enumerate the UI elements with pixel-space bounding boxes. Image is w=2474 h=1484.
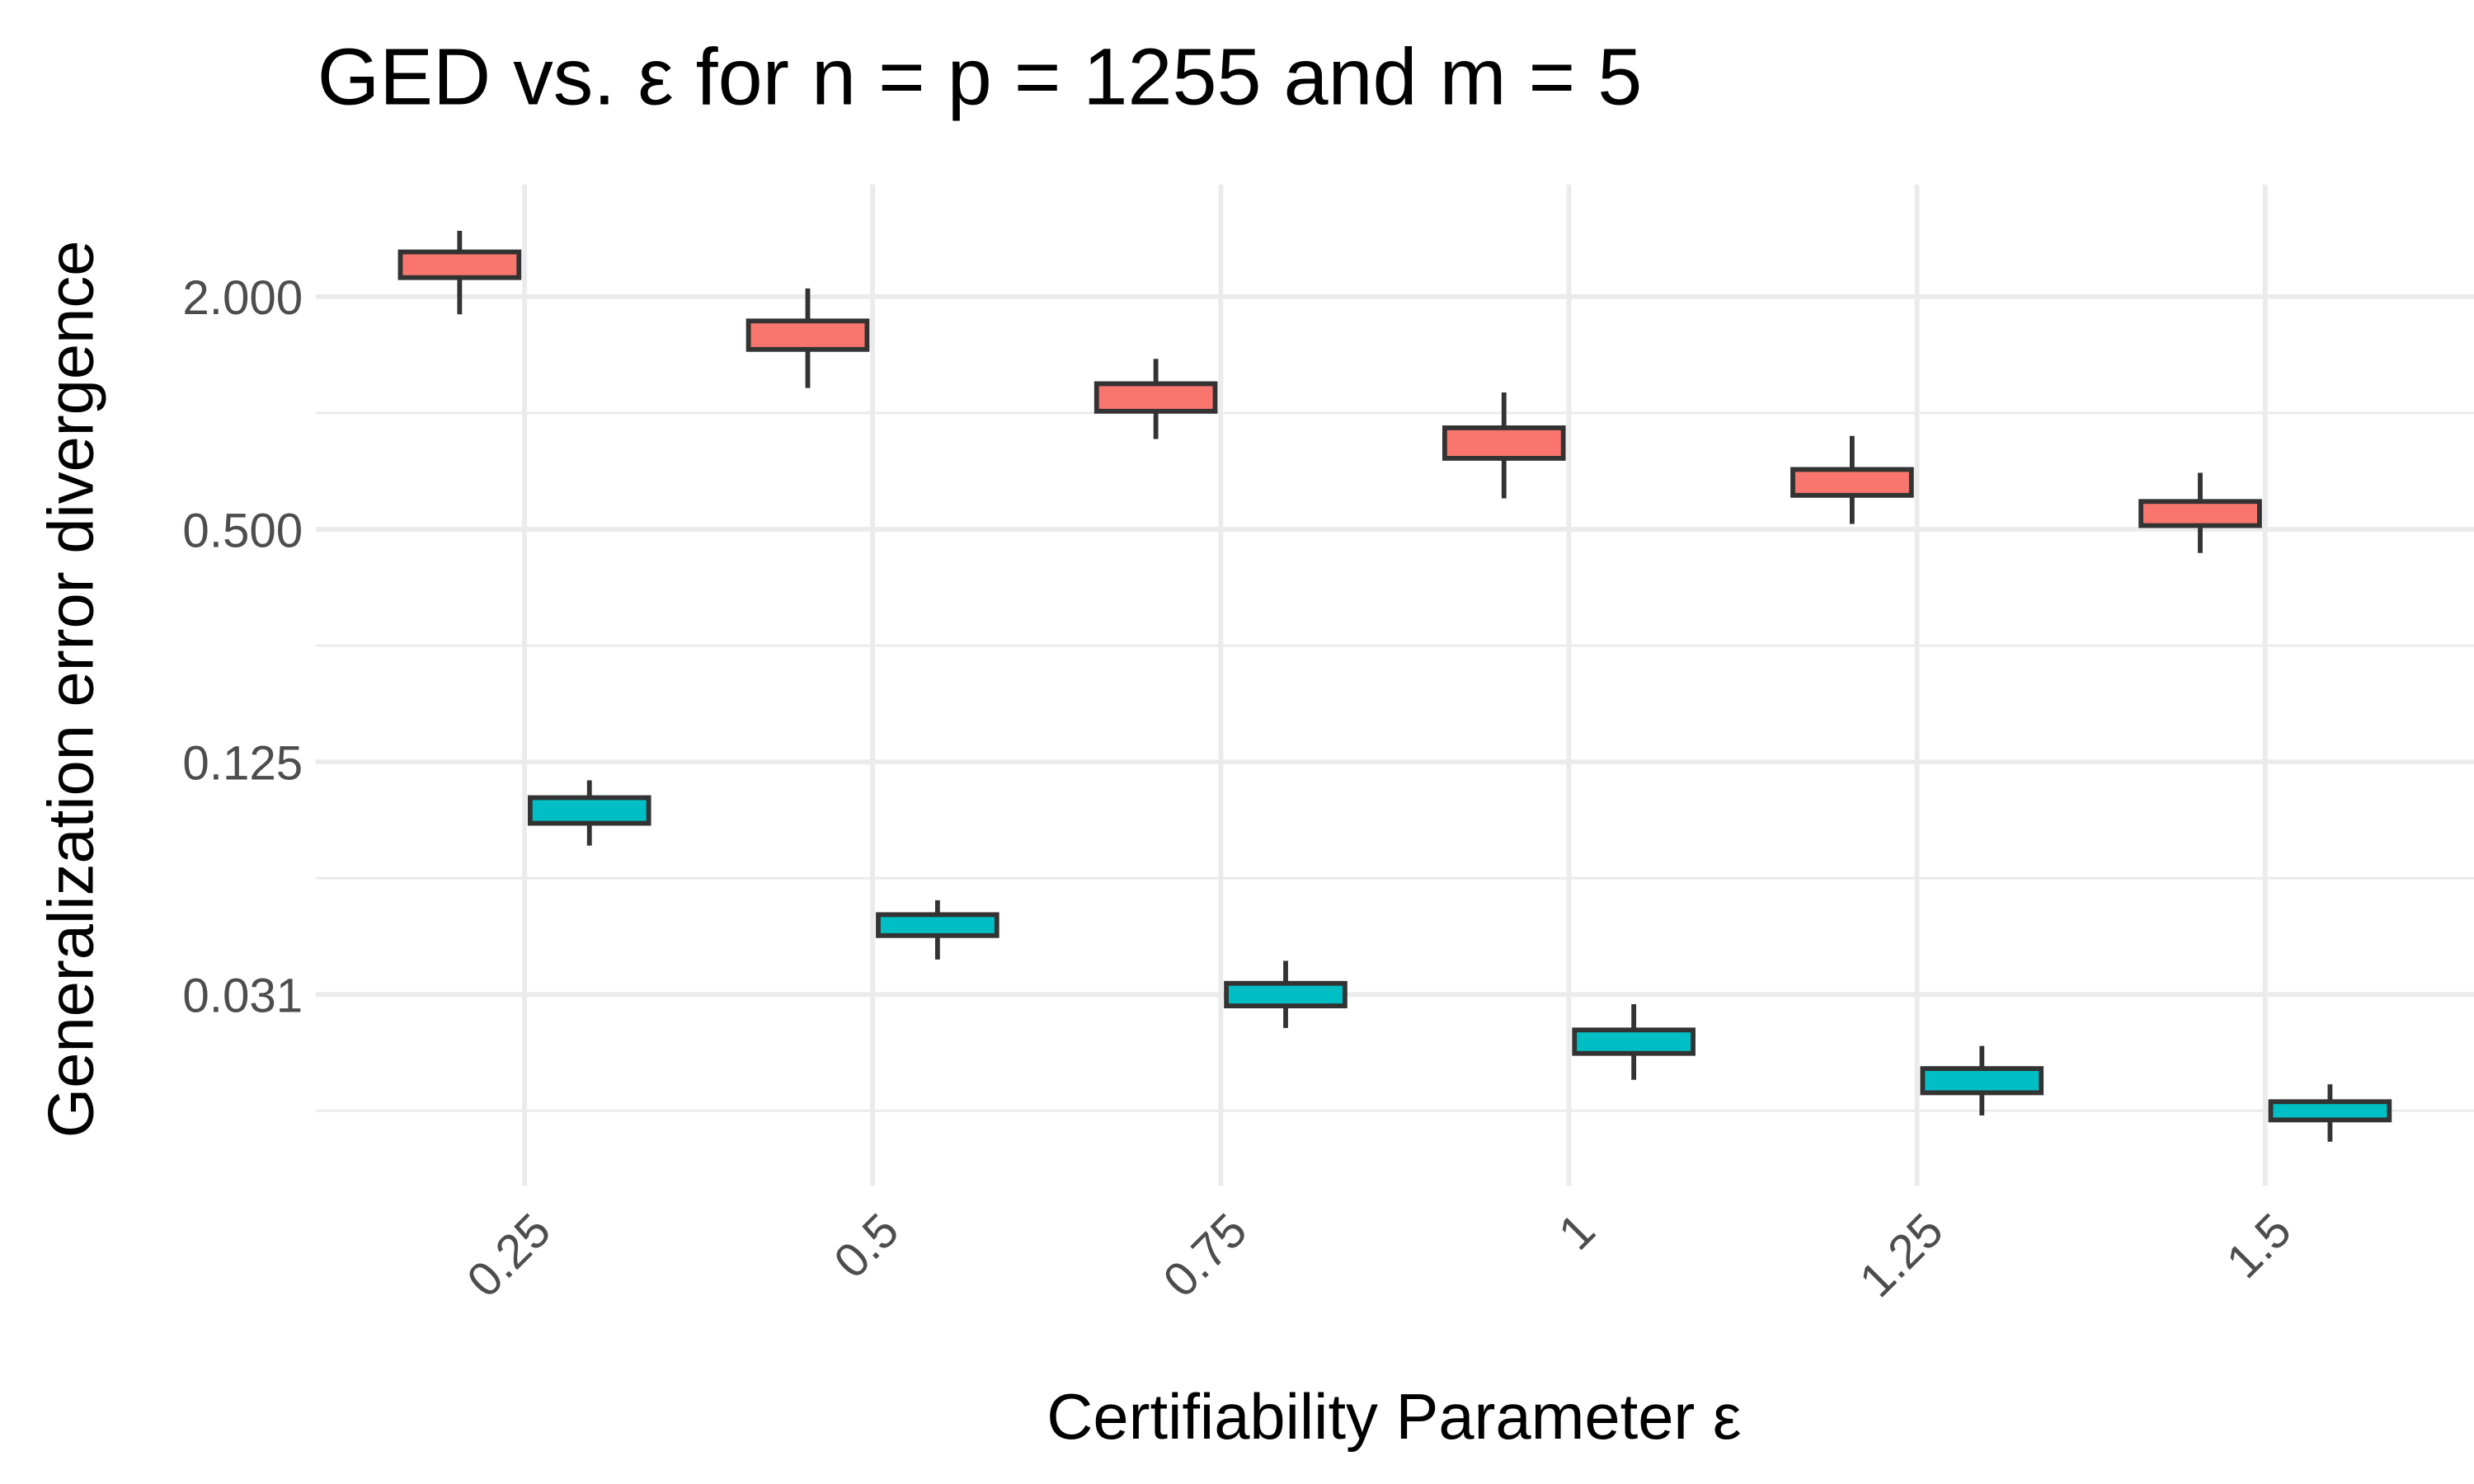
chart-title: GED vs. ε for n = p = 1255 and m = 5 — [317, 32, 1643, 122]
x-tick-label: 1.5 — [2217, 1204, 2302, 1289]
box — [1920, 1066, 2044, 1096]
y-tick-label: 0.125 — [182, 736, 303, 790]
box — [876, 912, 999, 938]
x-tick-label: 1 — [1549, 1204, 1606, 1261]
box — [527, 795, 651, 826]
x-tick-label: 0.25 — [457, 1204, 561, 1308]
box — [2268, 1099, 2392, 1123]
box — [1224, 980, 1348, 1009]
box — [1094, 381, 1218, 414]
box — [745, 318, 870, 352]
x-axis-title: Certifiability Parameter ε — [1047, 1382, 1741, 1453]
y-tick-label: 0.500 — [182, 504, 303, 557]
box — [2138, 499, 2262, 528]
x-tick-label: 0.5 — [824, 1204, 909, 1289]
box — [1572, 1027, 1696, 1056]
box — [397, 249, 522, 280]
x-tick-label: 1.25 — [1850, 1204, 1954, 1308]
x-tick-label: 0.75 — [1153, 1204, 1257, 1308]
box — [1790, 467, 1914, 498]
box — [1442, 425, 1566, 461]
y-axis-title: Generalization error divergence — [36, 241, 107, 1139]
y-tick-label: 0.031 — [182, 970, 303, 1023]
y-tick-label: 2.000 — [182, 271, 303, 325]
